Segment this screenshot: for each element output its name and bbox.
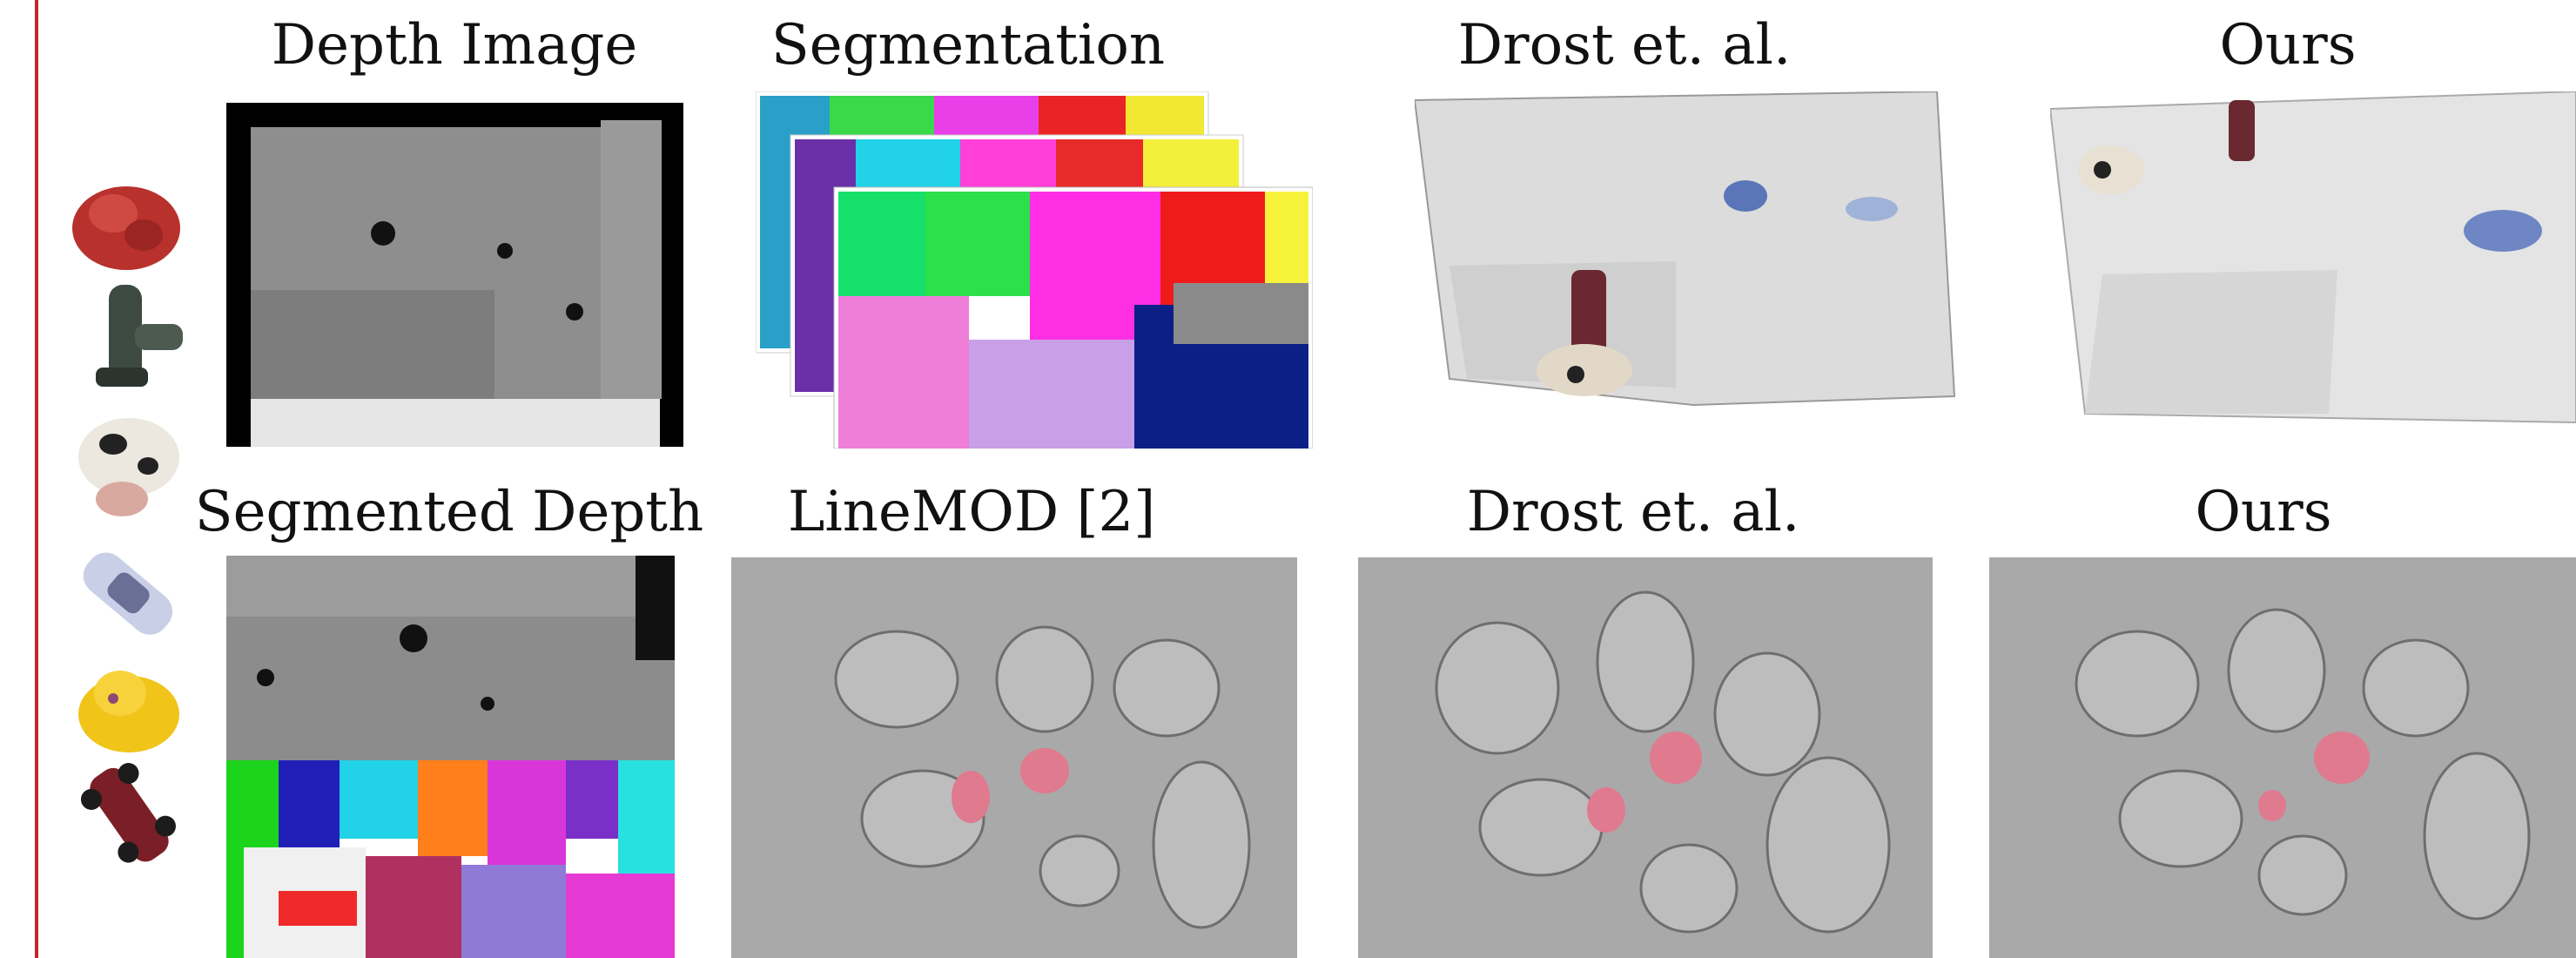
segmentation-panel [756,91,1313,449]
segmented-depth-colors-panel [226,760,675,958]
title-depth-image: Depth Image [271,13,638,78]
toy-car-icon [61,758,192,871]
drill-icon [61,280,192,394]
title-drost-row1: Drost et. al. [1457,13,1792,78]
title-ours-row1: Ours [2219,13,2357,78]
car-icon [61,531,192,653]
drost-row2-panel [1358,557,1933,958]
ours-row1-panel [2050,91,2576,449]
segmented-depth-panel [226,556,675,760]
title-segmentation: Segmentation [770,13,1166,78]
linemod-panel [731,557,1297,958]
drost-row1-panel [1415,91,1972,449]
duck-icon [61,655,192,759]
left-frame-line [35,0,38,958]
ape-icon [61,174,192,279]
cow-icon [61,405,192,523]
title-drost-row2: Drost et. al. [1466,480,1800,544]
depth-image-panel [226,103,683,447]
title-linemod: LineMOD [2] [787,480,1156,544]
title-ours-row2: Ours [2195,480,2332,544]
ours-row2-panel [1989,557,2576,958]
title-segmented-depth: Segmented Depth [194,480,704,544]
